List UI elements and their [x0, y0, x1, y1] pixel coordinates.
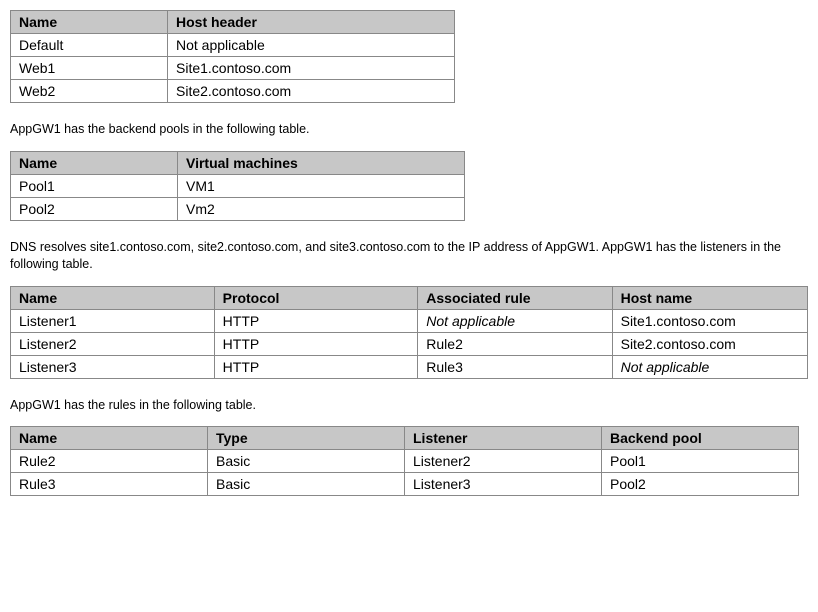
cell-name: Web1: [11, 57, 168, 80]
table-row: Listener2 HTTP Rule2 Site2.contoso.com: [11, 332, 808, 355]
cell-name: Listener1: [11, 309, 215, 332]
table-row: Pool1 VM1: [11, 174, 465, 197]
cell-name: Listener3: [11, 355, 215, 378]
cell-host-header: Not applicable: [168, 34, 455, 57]
cell-pool: Pool1: [602, 450, 799, 473]
table-header: Name: [11, 151, 178, 174]
table-header: Listener: [405, 427, 602, 450]
cell-pool: Pool2: [602, 473, 799, 496]
host-header-table: Name Host header Default Not applicable …: [10, 10, 455, 103]
cell-listener: Listener2: [405, 450, 602, 473]
table-row: Rule2 Basic Listener2 Pool1: [11, 450, 799, 473]
cell-host-header: Site2.contoso.com: [168, 80, 455, 103]
table-header: Name: [11, 11, 168, 34]
cell-name: Listener2: [11, 332, 215, 355]
table-header: Virtual machines: [178, 151, 465, 174]
table-row: Web2 Site2.contoso.com: [11, 80, 455, 103]
cell-protocol: HTTP: [214, 332, 418, 355]
table-header: Backend pool: [602, 427, 799, 450]
table-header: Host name: [612, 286, 807, 309]
backend-pools-table: Name Virtual machines Pool1 VM1 Pool2 Vm…: [10, 151, 465, 221]
paragraph-backend-pools: AppGW1 has the backend pools in the foll…: [10, 121, 808, 139]
cell-name: Default: [11, 34, 168, 57]
paragraph-dns-listeners: DNS resolves site1.contoso.com, site2.co…: [10, 239, 808, 274]
cell-name: Pool2: [11, 197, 178, 220]
cell-name: Rule2: [11, 450, 208, 473]
cell-name: Rule3: [11, 473, 208, 496]
cell-rule: Not applicable: [418, 309, 612, 332]
table-row: Listener3 HTTP Rule3 Not applicable: [11, 355, 808, 378]
cell-rule: Rule3: [418, 355, 612, 378]
cell-hostname: Site1.contoso.com: [612, 309, 807, 332]
cell-listener: Listener3: [405, 473, 602, 496]
cell-hostname: Site2.contoso.com: [612, 332, 807, 355]
cell-hostname: Not applicable: [612, 355, 807, 378]
table-row: Default Not applicable: [11, 34, 455, 57]
cell-rule: Rule2: [418, 332, 612, 355]
cell-name: Pool1: [11, 174, 178, 197]
rules-table: Name Type Listener Backend pool Rule2 Ba…: [10, 426, 799, 496]
table-row: Pool2 Vm2: [11, 197, 465, 220]
cell-protocol: HTTP: [214, 309, 418, 332]
cell-protocol: HTTP: [214, 355, 418, 378]
listeners-table: Name Protocol Associated rule Host name …: [10, 286, 808, 379]
cell-type: Basic: [208, 473, 405, 496]
table-header: Protocol: [214, 286, 418, 309]
paragraph-rules: AppGW1 has the rules in the following ta…: [10, 397, 808, 415]
table-header: Associated rule: [418, 286, 612, 309]
table-row: Rule3 Basic Listener3 Pool2: [11, 473, 799, 496]
cell-name: Web2: [11, 80, 168, 103]
table-header: Type: [208, 427, 405, 450]
table-row: Web1 Site1.contoso.com: [11, 57, 455, 80]
cell-vm: Vm2: [178, 197, 465, 220]
cell-type: Basic: [208, 450, 405, 473]
table-header: Name: [11, 427, 208, 450]
cell-vm: VM1: [178, 174, 465, 197]
table-row: Listener1 HTTP Not applicable Site1.cont…: [11, 309, 808, 332]
table-header: Host header: [168, 11, 455, 34]
cell-host-header: Site1.contoso.com: [168, 57, 455, 80]
table-header: Name: [11, 286, 215, 309]
